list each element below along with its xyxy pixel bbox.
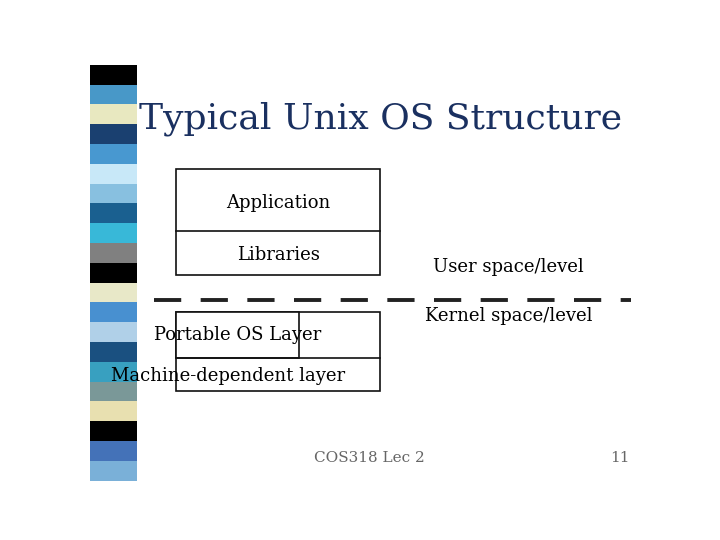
Bar xyxy=(90,421,138,441)
Bar xyxy=(90,282,138,302)
Bar xyxy=(90,322,138,342)
Text: Kernel space/level: Kernel space/level xyxy=(425,307,593,326)
Bar xyxy=(90,124,138,144)
Bar xyxy=(176,312,380,391)
Bar xyxy=(90,164,138,184)
Bar xyxy=(90,382,138,401)
Bar xyxy=(90,441,138,461)
Bar xyxy=(90,85,138,104)
Bar xyxy=(90,461,138,481)
Bar xyxy=(176,168,380,275)
Bar xyxy=(90,342,138,362)
Text: Portable OS Layer: Portable OS Layer xyxy=(154,326,322,344)
Bar xyxy=(176,312,300,358)
Bar xyxy=(90,104,138,124)
Bar xyxy=(90,65,138,85)
Text: Libraries: Libraries xyxy=(237,246,320,264)
Text: User space/level: User space/level xyxy=(433,258,584,276)
Text: 11: 11 xyxy=(611,451,630,465)
Text: COS318 Lec 2: COS318 Lec 2 xyxy=(314,451,424,465)
Text: Machine-dependent layer: Machine-dependent layer xyxy=(111,367,345,385)
Bar xyxy=(90,302,138,322)
Bar xyxy=(90,184,138,204)
Bar xyxy=(90,204,138,223)
Text: Typical Unix OS Structure: Typical Unix OS Structure xyxy=(138,102,622,136)
Text: Application: Application xyxy=(226,194,330,212)
Bar xyxy=(90,243,138,263)
Bar xyxy=(90,144,138,164)
Bar xyxy=(90,223,138,243)
Bar xyxy=(90,362,138,382)
Bar xyxy=(90,263,138,282)
Bar xyxy=(90,401,138,421)
